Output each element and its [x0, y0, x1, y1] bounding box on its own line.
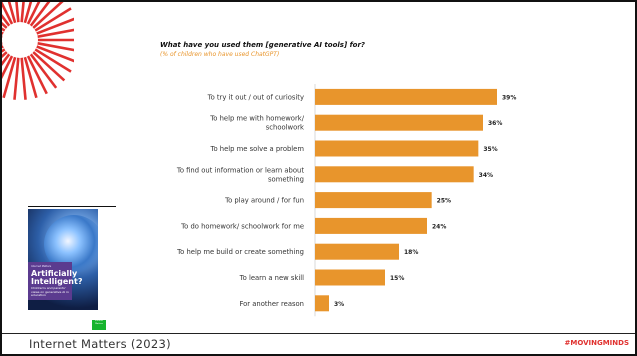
logo-ray: [30, 2, 64, 31]
data-label: 35%: [483, 146, 497, 153]
logo-ray: [25, 53, 48, 95]
bar: [315, 295, 329, 312]
category-label: To try it out / out of curiosity: [207, 93, 304, 101]
sunburst-logo-icon: [2, 2, 74, 100]
logo-ray: [2, 51, 12, 66]
logo-ray: [2, 2, 15, 27]
chart-subtitle: (% of children who have used ChatGPT): [160, 51, 280, 58]
data-label: 18%: [404, 249, 418, 256]
cover-description: Children's and parents' views on generat…: [31, 286, 69, 297]
bar: [315, 217, 427, 234]
cover-title-band: [28, 262, 72, 300]
hashtag: #MOVINGMINDS: [564, 339, 629, 347]
bar: [315, 192, 432, 209]
logo-ray: [34, 17, 74, 36]
bar: [315, 140, 479, 157]
category-label: To find out information or learn about so…: [176, 166, 304, 183]
data-label: 3%: [334, 301, 344, 308]
logo-ray: [13, 55, 20, 100]
logo-ray: [2, 55, 17, 99]
logo-ray: [25, 2, 41, 27]
logo-ray: [20, 55, 27, 100]
data-label: 39%: [502, 94, 516, 101]
logo-ray: [2, 49, 10, 59]
data-label: 24%: [432, 223, 446, 230]
logo-ray: [23, 55, 38, 99]
logo-ray: [2, 14, 12, 29]
bar: [315, 88, 497, 105]
category-label: For another reason: [239, 300, 304, 308]
logo-ray: [32, 47, 72, 73]
logo-ray: [15, 2, 20, 25]
logo-ray: [34, 44, 74, 63]
category-label: To do homework/ schoolwork for me: [180, 222, 304, 230]
internet-matters-badge: Internet Matters: [92, 320, 106, 330]
logo-ray: [28, 51, 58, 89]
cover-small-text: Internet Matters: [31, 265, 52, 268]
logo-ray: [35, 28, 74, 39]
logo-ray: [28, 2, 51, 29]
footer-divider: [2, 333, 635, 334]
data-label: 25%: [437, 198, 451, 205]
bar: [315, 269, 385, 286]
chart-title: What have you used them [generative AI t…: [160, 41, 365, 49]
category-label: To help me solve a problem: [209, 145, 304, 153]
logo-center: [2, 22, 38, 58]
data-label: 36%: [488, 120, 502, 127]
source-citation: Internet Matters (2023): [29, 337, 171, 351]
logo-ray: [2, 21, 10, 31]
category-label: To help me with homework/schoolwork: [209, 115, 304, 132]
bar: [315, 166, 474, 183]
data-label: 34%: [479, 172, 493, 179]
logo-ray: [20, 2, 25, 25]
logo-ray: [2, 53, 15, 80]
logo-ray: [32, 7, 72, 33]
category-label: To learn a new skill: [239, 274, 304, 282]
category-label: To help me build or create something: [176, 248, 304, 256]
bar: [315, 243, 399, 260]
cover-divider: [28, 206, 116, 207]
logo-ray: [23, 2, 33, 25]
data-label: 15%: [390, 275, 404, 282]
report-cover-image: Internet Matters Artificially Intelligen…: [28, 209, 98, 310]
category-label: To play around / for fun: [224, 197, 304, 205]
logo-ray: [30, 49, 66, 82]
cover-title: Artificially Intelligent?: [31, 269, 83, 286]
logo-ray: [35, 41, 74, 52]
bar: [315, 114, 483, 131]
logo-ray: [7, 2, 17, 25]
